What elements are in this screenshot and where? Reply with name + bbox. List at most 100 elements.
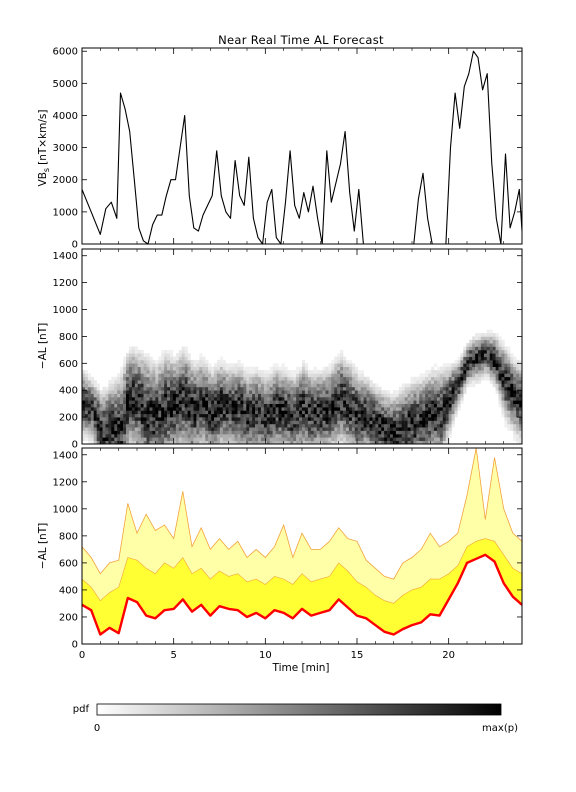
heatmap-cell (134, 437, 138, 441)
heatmap-cell (131, 359, 136, 364)
heatmap-cell (328, 393, 332, 398)
heatmap-cell (316, 420, 320, 425)
heatmap-cell (346, 366, 350, 371)
heatmap-cell (454, 366, 458, 371)
heatmap-cell (357, 400, 361, 404)
heatmap-cell (287, 383, 291, 388)
heatmap-cell (170, 349, 174, 354)
heatmap-cell (316, 400, 320, 404)
heatmap-cell (495, 349, 499, 354)
heatmap-cell (363, 433, 367, 438)
heatmap-cell (167, 380, 171, 384)
heatmap-cell (466, 383, 470, 388)
heatmap-cell (337, 363, 341, 367)
heatmap-cell (348, 366, 353, 371)
heatmap-cell (357, 403, 361, 408)
heatmap-cell (343, 433, 347, 438)
heatmap-cell (105, 420, 109, 425)
heatmap-cell (395, 403, 400, 408)
heatmap-cell (340, 407, 344, 411)
heatmap-cell (331, 400, 335, 404)
heatmap-cell (167, 356, 171, 361)
heatmap-cell (102, 430, 106, 435)
heatmap-cell (299, 433, 303, 438)
heatmap-cell (439, 373, 444, 378)
heatmap-cell (431, 420, 435, 425)
heatmap-cell (193, 383, 197, 388)
heatmap-cell (99, 393, 103, 398)
heatmap-cell (422, 386, 426, 391)
heatmap-cell (137, 430, 141, 435)
heatmap-cell (451, 380, 455, 384)
heatmap-cell (255, 430, 259, 435)
heatmap-cell (343, 373, 347, 378)
heatmap-cell (448, 380, 452, 384)
heatmap-cell (431, 373, 435, 378)
heatmap-cell (483, 373, 488, 378)
heatmap-cell (246, 417, 250, 421)
heatmap-cell (372, 430, 376, 435)
heatmap-cell (87, 427, 92, 431)
heatmap-cell (340, 366, 344, 371)
heatmap-cell (519, 423, 523, 428)
heatmap-cell (510, 420, 514, 425)
heatmap-cell (149, 356, 153, 361)
heatmap-cell (231, 393, 235, 398)
heatmap-cell (167, 423, 171, 428)
heatmap-cell (360, 386, 364, 391)
heatmap-cell (463, 383, 467, 388)
heatmap-cell (478, 366, 482, 371)
heatmap-cell (205, 366, 209, 371)
heatmap-cell (410, 400, 414, 404)
heatmap-cell (290, 380, 294, 384)
heatmap-cell (275, 420, 279, 425)
heatmap-cell (158, 427, 162, 431)
heatmap-cell (460, 393, 464, 398)
heatmap-cell (117, 386, 121, 391)
heatmap-cell (205, 427, 209, 431)
heatmap-cell (513, 403, 517, 408)
heatmap-cell (454, 396, 458, 401)
heatmap-cell (434, 440, 438, 445)
heatmap-cell (366, 440, 370, 445)
heatmap-cell (504, 407, 508, 411)
heatmap-cell (287, 370, 291, 374)
heatmap-cell (208, 376, 212, 381)
heatmap-cell (167, 440, 171, 445)
heatmap-cell (237, 440, 241, 445)
heatmap-cell (366, 393, 370, 398)
heatmap-cell (126, 433, 130, 438)
heatmap-cell (255, 396, 259, 401)
heatmap-cell (175, 433, 180, 438)
heatmap-cell (351, 383, 356, 388)
heatmap-cell (96, 430, 100, 435)
heatmap-cell (448, 363, 452, 367)
heatmap-cell (410, 386, 414, 391)
heatmap-cell (325, 423, 329, 428)
heatmap-cell (340, 370, 344, 374)
heatmap-cell (348, 359, 353, 364)
heatmap-cell (161, 413, 165, 418)
heatmap-cell (102, 413, 106, 418)
heatmap-cell (296, 407, 300, 411)
heatmap-cell (472, 353, 476, 357)
heatmap-cell (513, 373, 517, 378)
heatmap-cell (489, 333, 493, 337)
heatmap-cell (114, 386, 118, 391)
heatmap-cell (281, 417, 285, 421)
heatmap-cell (243, 430, 247, 435)
heatmap-cell (407, 386, 411, 391)
heatmap-cell (439, 430, 444, 435)
heatmap-cell (307, 380, 312, 384)
heatmap-cell (445, 366, 449, 371)
heatmap-cell (419, 427, 423, 431)
heatmap-cell (460, 353, 464, 357)
heatmap-cell (445, 413, 449, 418)
heatmap-cell (460, 356, 464, 361)
heatmap-cell (457, 356, 461, 361)
heatmap-cell (422, 390, 426, 394)
heatmap-cell (172, 376, 177, 381)
heatmap-cell (483, 363, 488, 367)
heatmap-cell (96, 403, 100, 408)
heatmap-cell (425, 440, 429, 445)
